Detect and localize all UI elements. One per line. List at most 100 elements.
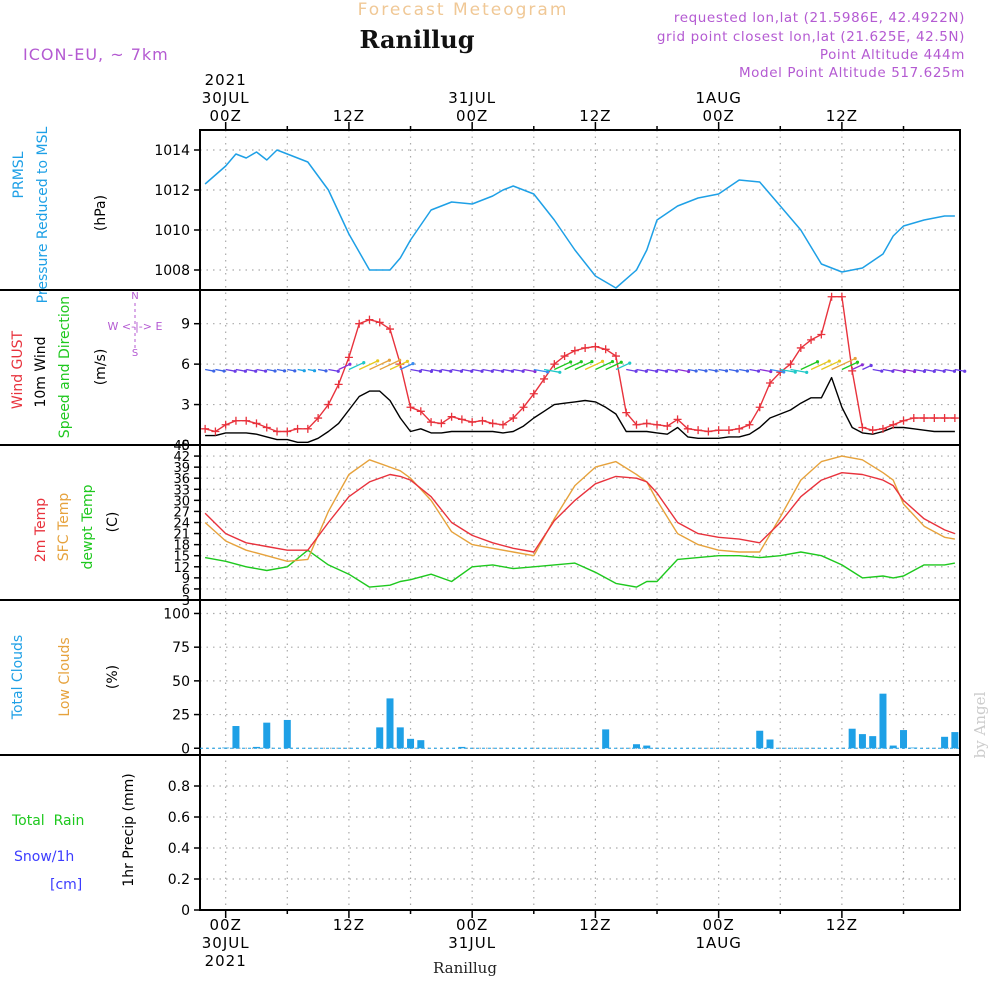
top-time-label: 30JUL [202, 89, 250, 107]
wind-arrow-head [674, 369, 678, 373]
wind-arrow-head [312, 369, 317, 373]
gust-point [570, 346, 579, 355]
panel-0-axis: 1008 1010 1012 1014 [154, 143, 960, 279]
wind-gust-label: Wind GUST [10, 330, 26, 409]
prmsl-line [204, 149, 955, 289]
total-cloud-bar [283, 719, 291, 749]
wind-arrow [851, 364, 863, 371]
wind-arrow-head [470, 369, 474, 373]
bottom-time-label: 00Z [702, 916, 734, 934]
y-tick-label: 36 [173, 472, 190, 487]
location-title: Ranillug [359, 25, 474, 54]
wind-arrow [769, 368, 784, 373]
gust-point [221, 420, 230, 429]
gust-point [550, 360, 559, 369]
wind-arrow-head [827, 359, 831, 363]
wind-arrow [615, 362, 630, 371]
total-cloud-bar [263, 722, 271, 749]
gust-point [827, 292, 836, 301]
gust-point [920, 414, 929, 423]
rain-label: Total Rain [11, 813, 84, 829]
wind-arrow-head [429, 369, 434, 373]
y-tick-label: 0.4 [168, 841, 190, 857]
wind-arrow [893, 368, 905, 373]
y-tick-label: 0 [181, 903, 190, 919]
total-cloud-bar [869, 736, 877, 749]
gust-point [386, 325, 394, 334]
wind-arrow-head [418, 369, 422, 373]
panel-frame [199, 444, 961, 601]
wind-arrow-head [891, 369, 895, 373]
panel-frame [199, 129, 961, 291]
gust-point [283, 427, 292, 436]
y-tick-label: 27 [173, 505, 190, 520]
gust-point [909, 414, 918, 423]
gust-point [468, 418, 477, 427]
bottom-time-label: 2021 [205, 952, 247, 970]
total-cloud-bar [951, 732, 959, 749]
wind-arrow-head [449, 369, 453, 373]
wind-arrow-head [387, 358, 391, 362]
y-tick-label: 12 [173, 561, 190, 576]
low-clouds-label: Low Clouds [57, 637, 73, 716]
total-cloud-bar [900, 730, 908, 749]
credit-text: by Angel [971, 691, 989, 758]
wind-arrow-head [273, 369, 277, 373]
wind-arrow [379, 359, 400, 371]
pressure-labels: PRMSL Pressure Reduced to MSL (hPa) [11, 126, 109, 303]
top-time-label: 00Z [456, 107, 488, 125]
temp-dewpt-label: dewpt Temp [80, 484, 96, 569]
total-cloud-bar [756, 730, 764, 749]
gust-point [231, 416, 240, 425]
gust-point [252, 419, 261, 428]
gust-point [406, 403, 415, 412]
wind-arrow [533, 368, 548, 373]
clouds-unit: (%) [105, 665, 121, 689]
wind-arrow-head [869, 363, 873, 368]
wind-arrow [882, 368, 893, 372]
total-cloud-bar [602, 729, 610, 749]
wind-arrow [358, 360, 378, 371]
wind-arrow [584, 360, 603, 371]
gust-point [796, 343, 805, 352]
gust-point [950, 414, 959, 423]
top-time-label: 12Z [826, 107, 858, 125]
total-clouds-label: Total Clouds [10, 635, 26, 720]
wind-arrow-head [282, 369, 287, 373]
gust-point [755, 403, 764, 412]
wind-10m-label: 10m Wind [33, 336, 49, 407]
y-tick-label: 24 [173, 517, 190, 532]
wind-arrow [420, 368, 432, 373]
y-tick-label: 6 [181, 357, 190, 373]
gust-point [724, 426, 733, 435]
gust-point [293, 424, 302, 433]
wind-arrow [954, 368, 965, 372]
gust-point [355, 319, 364, 328]
wind-direction-arrows [205, 356, 967, 374]
y-tick-label: 100 [163, 606, 190, 622]
gust-point [519, 403, 528, 412]
temp-2m-line [204, 472, 956, 553]
wind-arrow-head [398, 358, 402, 362]
top-time-label: 12Z [579, 107, 611, 125]
gust-point [622, 408, 631, 417]
wind-arrow-head [880, 369, 884, 373]
gust-point [817, 330, 826, 339]
y-tick-label: 42 [173, 450, 190, 465]
total-cloud-bar [386, 698, 394, 749]
precip-labels: Total Rain Snow/1h [cm] 1hr Precip (mm) [11, 773, 137, 893]
wind-arrow [235, 368, 246, 372]
panel-3-axis: 0 25 50 75 100 [163, 606, 960, 757]
wind-arrow-head [533, 369, 537, 374]
wind-arrow [821, 360, 840, 371]
wind-arrow [574, 360, 593, 371]
wind-arrow-head [243, 369, 248, 373]
total-cloud-bar [889, 745, 897, 749]
bottom-time-label: 12Z [826, 916, 858, 934]
y-tick-label: 33 [173, 483, 190, 498]
panel-1-axis: 0369 [181, 317, 960, 454]
wind-arrow-head [815, 360, 820, 364]
gust-point [940, 414, 949, 423]
wind-arrow-head [922, 369, 927, 373]
